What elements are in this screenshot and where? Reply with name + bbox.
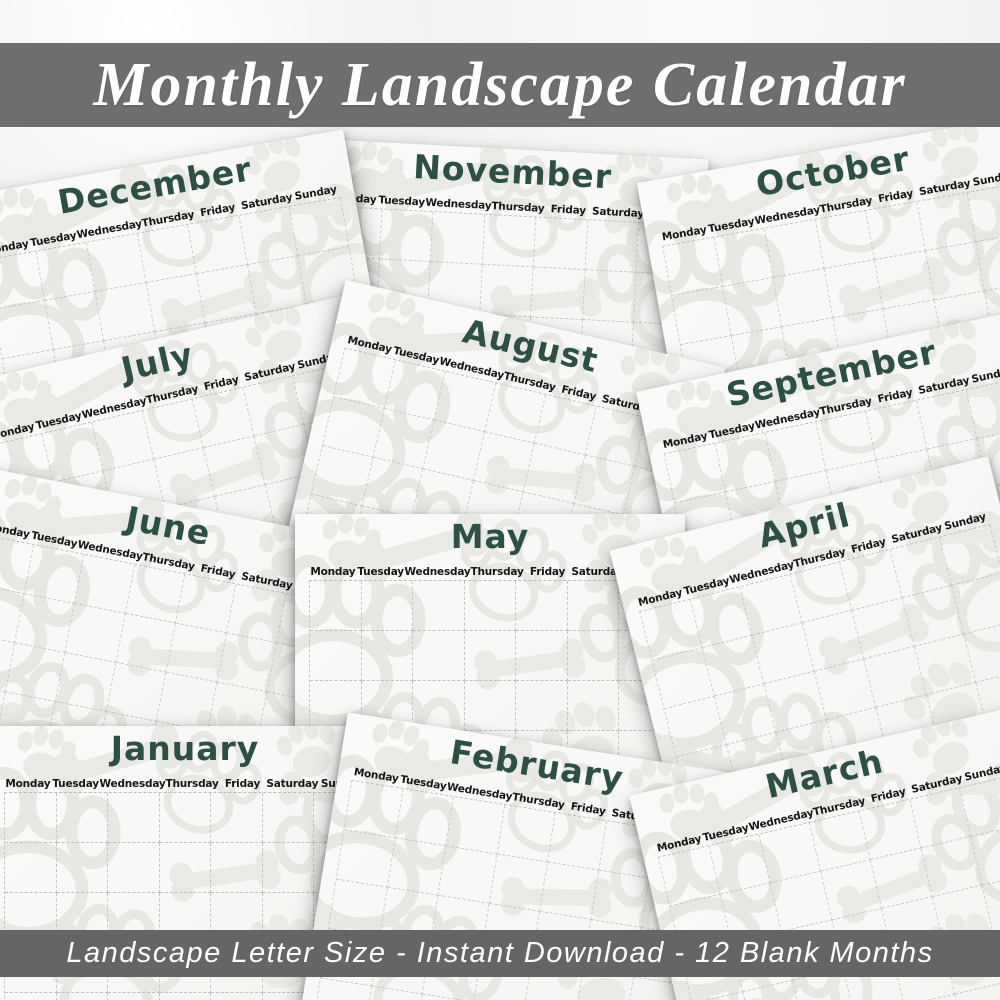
day-label: Thursday (470, 566, 524, 578)
calendar-cell (108, 793, 160, 843)
calendar-cell (464, 581, 517, 631)
calendar-cell (160, 993, 212, 1000)
calendar-cell (925, 242, 986, 301)
calendar-cell (479, 264, 534, 318)
calendar-cell (866, 201, 926, 260)
day-label: Monday (5, 778, 51, 790)
day-label: Wednesday (404, 566, 471, 578)
calendar-cell (567, 631, 620, 681)
calendar-cell (672, 286, 732, 345)
day-label: Friday (224, 778, 261, 790)
calendar-cell (159, 793, 212, 843)
calendar-cell (567, 581, 620, 631)
calendar-cell (344, 780, 404, 839)
calendar-cell (211, 993, 263, 1000)
calendar-cell (585, 220, 640, 273)
calendar-cell (56, 843, 109, 893)
calendar-cell (95, 282, 156, 342)
calendar-cell (137, 224, 198, 283)
calendar-cell (44, 291, 105, 351)
calendar-cell (917, 192, 977, 251)
calendar-cell (5, 843, 57, 893)
calendar-cell (764, 219, 825, 278)
calendar-cell (489, 854, 549, 912)
calendar-cell (5, 793, 57, 843)
calendar-cell (413, 631, 465, 681)
day-label: Tuesday (357, 566, 404, 578)
calendar-cell (773, 268, 834, 328)
calendar-cell (146, 273, 206, 333)
calendar-cell (361, 631, 414, 681)
calendar-cell (567, 681, 620, 731)
calendar-cell (86, 233, 147, 292)
calendar-cell (582, 270, 637, 323)
calendar-cell (310, 631, 362, 681)
day-label: Friday (550, 203, 587, 218)
calendar-cell (239, 206, 299, 265)
calendar-cell (430, 212, 486, 265)
month-title: January (110, 729, 260, 768)
calendar-cell (336, 830, 396, 888)
bottom-banner: Landscape Letter Size - Instant Download… (0, 930, 1000, 977)
calendar-cell (387, 838, 447, 896)
calendar-cell (57, 993, 109, 1000)
calendar-cell (464, 681, 517, 731)
calendar-cell (108, 843, 160, 893)
calendar-cell (540, 862, 600, 920)
calendar-cell (875, 250, 935, 310)
day-label: Wednesday (99, 778, 166, 790)
day-label: Saturday (266, 778, 319, 790)
calendar-cell (413, 581, 465, 631)
calendar-cell (548, 813, 607, 871)
calendar-cell (290, 197, 350, 257)
calendar-cell (310, 581, 362, 631)
calendar-cell (531, 267, 586, 321)
calendar-cell (262, 843, 315, 893)
day-label: Monday (310, 566, 356, 578)
calendar-cell (464, 631, 517, 681)
day-label: Saturday (571, 566, 624, 578)
day-label: Tuesday (52, 778, 99, 790)
calendar-cell (361, 581, 414, 631)
calendar-cell (516, 681, 568, 731)
top-banner: Monthly Landscape Calendar (0, 43, 1000, 127)
calendar-cell (482, 214, 537, 268)
calendar-cell (188, 215, 248, 274)
calendar-cell (722, 277, 783, 337)
calendar-cell (663, 237, 723, 296)
calendar-cell (328, 879, 388, 938)
calendar-cell (108, 993, 160, 1000)
calendar-cell (211, 843, 263, 893)
calendar-cell (815, 210, 876, 269)
calendar-cell (714, 228, 774, 287)
calendar-cell (262, 793, 315, 843)
footer-text: Landscape Letter Size - Instant Download… (66, 937, 934, 969)
calendar-cell (591, 870, 650, 929)
day-label: Tuesday (378, 194, 426, 209)
month-title: May (450, 517, 530, 556)
calendar-cell (395, 788, 455, 847)
calendar-cell (379, 209, 434, 263)
calendar-cell (438, 846, 498, 904)
calendar-cell (516, 581, 568, 631)
calendar-cell (36, 242, 96, 301)
day-label: Friday (529, 566, 566, 578)
calendar-cell (197, 264, 257, 324)
day-label: Thursday (165, 778, 219, 790)
calendar-cell (159, 843, 212, 893)
calendar-cell (56, 793, 109, 843)
calendar-cell (497, 805, 556, 863)
calendar-cell (533, 217, 589, 271)
banner-title: Monthly Landscape Calendar (93, 50, 907, 119)
calendar-cell (824, 259, 884, 319)
calendar-cell (516, 631, 568, 681)
calendar-cell (446, 796, 505, 855)
calendar-cell (5, 993, 57, 1000)
calendar-cell (211, 793, 263, 843)
